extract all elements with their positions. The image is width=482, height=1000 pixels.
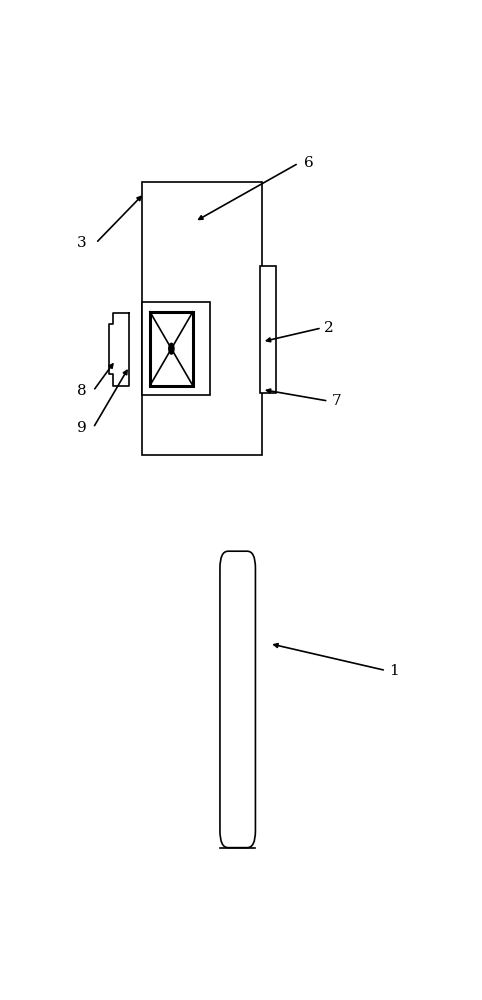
Polygon shape [109,312,129,386]
Text: 3: 3 [77,236,87,250]
Bar [143,302,210,395]
Text: 7: 7 [332,394,341,408]
Bar [150,312,193,386]
Circle shape [169,343,174,354]
Bar [260,266,276,393]
Text: 6: 6 [304,156,313,170]
Text: 1: 1 [389,664,399,678]
Text: 8: 8 [77,384,87,398]
Bar [143,182,262,455]
Text: 9: 9 [77,421,87,435]
Text: 2: 2 [324,321,334,335]
FancyBboxPatch shape [220,551,255,848]
